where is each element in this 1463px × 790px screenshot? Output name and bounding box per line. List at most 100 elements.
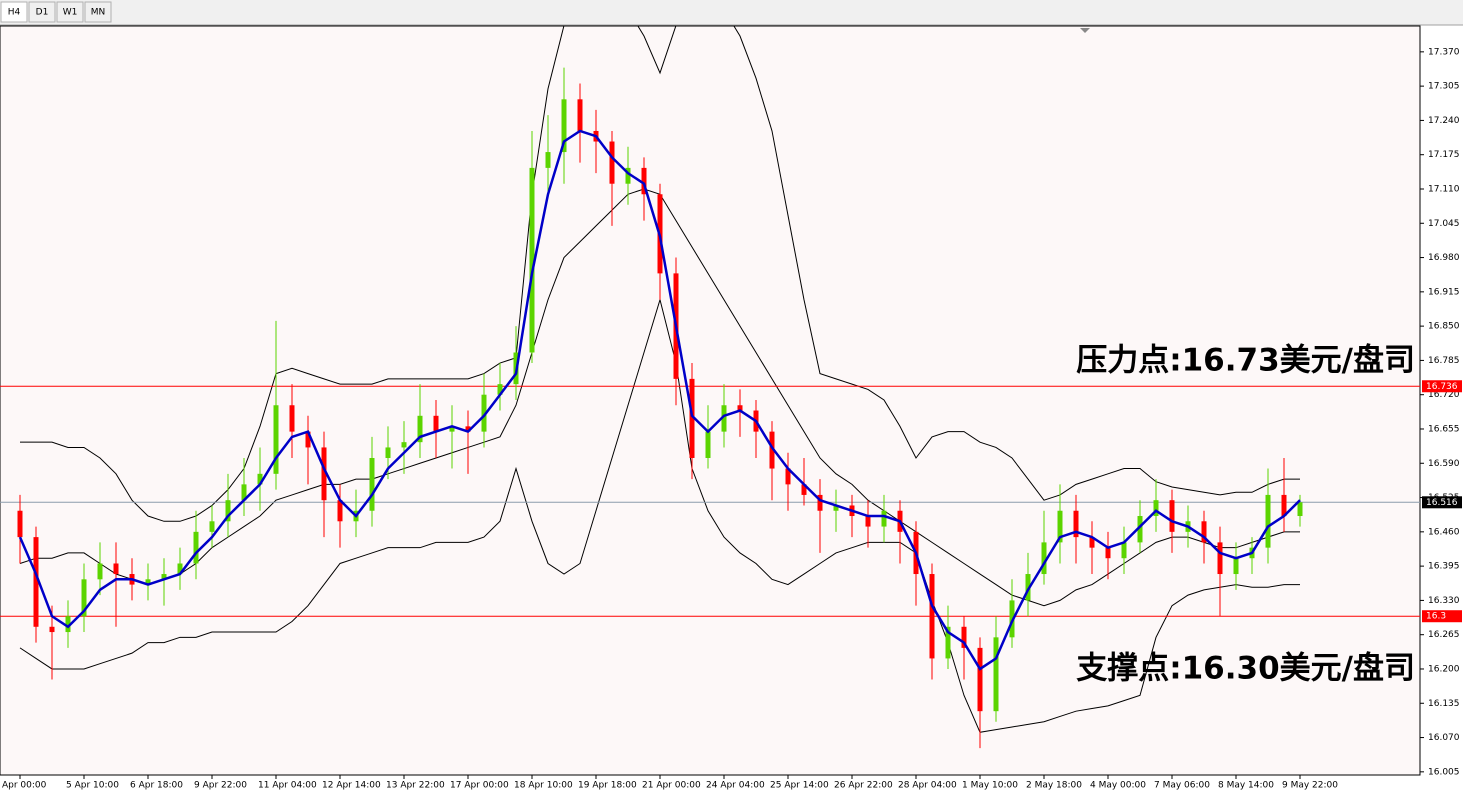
candle-body — [737, 405, 743, 411]
timeframe-button[interactable] — [0, 1, 28, 23]
y-tick-label: 17.370 — [1428, 47, 1460, 57]
candle-body — [817, 494, 823, 511]
candle-body — [1201, 521, 1207, 543]
candle-body — [1169, 500, 1175, 532]
candle-body — [721, 405, 727, 432]
x-tick-label: 6 Apr 18:00 — [130, 781, 183, 790]
y-tick-label: 16.265 — [1428, 630, 1460, 640]
candle-body — [1233, 558, 1239, 575]
candle-body — [545, 152, 551, 168]
x-tick-label: 8 May 14:00 — [1218, 781, 1274, 790]
timeframe-label[interactable]: W1 — [63, 8, 78, 18]
candle-body — [1089, 537, 1095, 548]
x-tick-label: 9 May 22:00 — [1282, 781, 1338, 790]
candle-body — [689, 378, 695, 458]
price-level-box — [1422, 610, 1462, 623]
timeframe-button[interactable] — [28, 1, 56, 23]
price-level-box — [1422, 380, 1462, 393]
candle-body — [577, 99, 583, 131]
x-tick-label: 4 May 00:00 — [1090, 781, 1146, 790]
candle-body — [529, 167, 535, 353]
timeframe-label[interactable]: D1 — [36, 8, 49, 18]
candle-body — [1073, 510, 1079, 538]
candle-body — [1281, 494, 1287, 517]
candle-body — [961, 626, 967, 648]
x-tick-label: 9 Apr 22:00 — [194, 781, 247, 790]
y-tick-label: 16.980 — [1428, 253, 1460, 263]
candle-body — [1297, 502, 1303, 517]
x-tick-label: 7 May 06:00 — [1154, 781, 1210, 790]
candle-body — [465, 426, 471, 432]
candle-body — [977, 647, 983, 712]
candle-body — [113, 563, 119, 575]
y-tick-label: 17.175 — [1428, 150, 1460, 160]
timeframe-label[interactable]: MN — [91, 8, 106, 18]
candle-body — [417, 415, 423, 443]
candle-body — [449, 426, 455, 432]
x-tick-label: 26 Apr 22:00 — [834, 781, 893, 790]
candle-body — [705, 431, 711, 458]
candle-body — [1041, 542, 1047, 575]
x-tick-label: 19 Apr 18:00 — [578, 781, 637, 790]
x-tick-label: 18 Apr 10:00 — [514, 781, 573, 790]
band-upper — [20, 26, 1300, 522]
price-level-label: 16.736 — [1426, 382, 1458, 392]
y-tick-label: 16.785 — [1428, 356, 1460, 366]
candle-body — [609, 141, 615, 184]
y-tick-label: 17.045 — [1428, 219, 1460, 229]
candle-body — [833, 505, 839, 511]
y-tick-label: 17.305 — [1428, 82, 1460, 92]
candle-body — [177, 563, 183, 575]
candle-body — [257, 473, 263, 485]
x-tick-label: Apr 00:00 — [2, 781, 47, 790]
timeframe-button[interactable] — [84, 1, 112, 23]
candle-body — [1121, 542, 1127, 559]
candle-body — [1137, 516, 1143, 543]
y-tick-label: 17.240 — [1428, 116, 1460, 126]
candle-body — [369, 457, 375, 511]
x-tick-label: 11 Apr 04:00 — [258, 781, 317, 790]
price-level-label: 16.3 — [1426, 612, 1446, 622]
timeframe-button[interactable] — [56, 1, 84, 23]
candle-body — [321, 447, 327, 501]
candle-body — [1105, 547, 1111, 559]
candle-body — [785, 468, 791, 485]
x-tick-label: 5 Apr 10:00 — [66, 781, 119, 790]
candle-body — [401, 442, 407, 448]
y-tick-label: 16.850 — [1428, 322, 1460, 332]
candle-body — [305, 431, 311, 448]
candle-body — [145, 579, 151, 585]
y-tick-label: 16.200 — [1428, 664, 1460, 674]
y-tick-label: 16.590 — [1428, 459, 1460, 469]
candle-body — [97, 563, 103, 580]
y-tick-label: 16.395 — [1428, 562, 1460, 572]
plot-area — [0, 25, 1421, 776]
y-tick-label: 16.330 — [1428, 596, 1460, 606]
x-tick-label: 12 Apr 14:00 — [322, 781, 381, 790]
y-tick-label: 16.135 — [1428, 699, 1460, 709]
candle-body — [881, 510, 887, 527]
candle-body — [65, 616, 71, 633]
candle-body — [193, 531, 199, 564]
candle-body — [625, 167, 631, 184]
candle-body — [641, 167, 647, 195]
timeframe-label[interactable]: H4 — [8, 8, 21, 18]
candle-body — [801, 484, 807, 495]
candle-body — [561, 99, 567, 153]
x-tick-label: 17 Apr 00:00 — [450, 781, 509, 790]
y-tick-label: 17.110 — [1428, 184, 1460, 194]
candle-body — [161, 574, 167, 580]
price-level-label: 16.516 — [1426, 498, 1458, 508]
candle-body — [1025, 574, 1031, 601]
x-tick-label: 2 May 18:00 — [1026, 781, 1082, 790]
candle-body — [49, 626, 55, 633]
candle-body — [17, 510, 23, 538]
moving-average — [18, 129, 1301, 671]
x-tick-label: 24 Apr 04:00 — [706, 781, 765, 790]
x-tick-label: 21 Apr 00:00 — [642, 781, 701, 790]
x-tick-label: 25 Apr 14:00 — [770, 781, 829, 790]
candle-body — [225, 500, 231, 522]
x-tick-label: 1 May 10:00 — [962, 781, 1018, 790]
candle-body — [289, 405, 295, 432]
